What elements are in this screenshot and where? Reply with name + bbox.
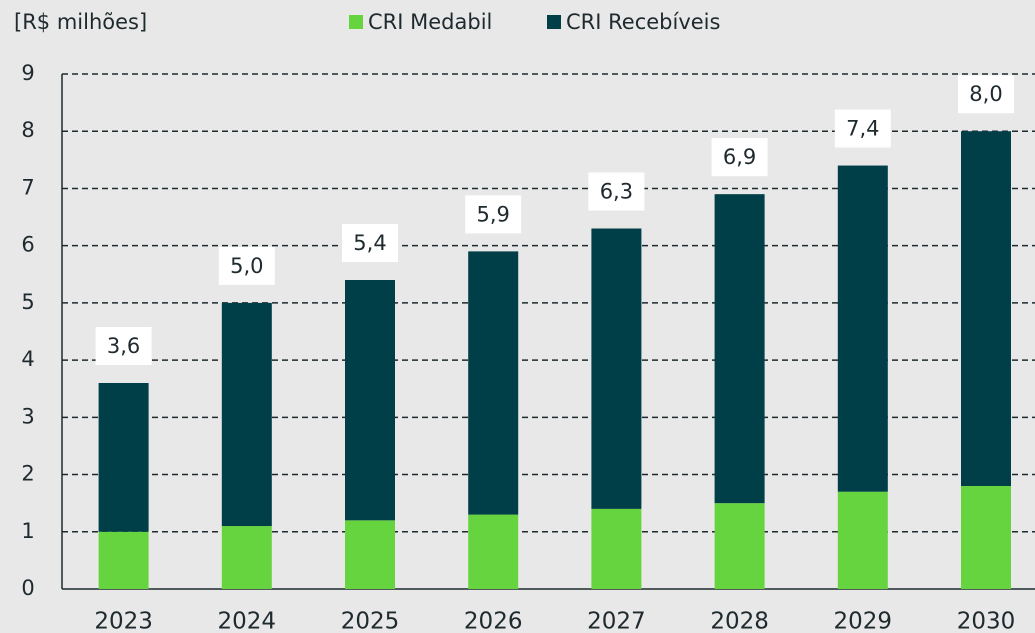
y-tick-label: 5 <box>21 290 34 314</box>
total-label: 3,6 <box>107 334 140 358</box>
total-label-box <box>711 138 768 177</box>
bar-segment <box>591 228 642 509</box>
y-tick-label: 3 <box>21 404 34 428</box>
total-label-box <box>588 172 645 211</box>
bar-segment <box>345 280 395 521</box>
x-tick-label: 2028 <box>710 609 769 633</box>
y-tick-label: 7 <box>21 175 34 199</box>
legend-label: CRI Medabil <box>368 10 492 34</box>
total-label: 7,4 <box>846 117 879 141</box>
bar-segment <box>961 131 1011 486</box>
total-label-box <box>218 246 275 285</box>
x-tick-label: 2029 <box>834 609 893 633</box>
x-tick-label: 2024 <box>218 609 277 633</box>
y-tick-label: 9 <box>21 61 34 85</box>
unit-label: [R$ milhões] <box>14 10 147 34</box>
total-label-box <box>958 75 1014 114</box>
total-label-box <box>95 327 152 365</box>
bar-segment <box>837 165 888 492</box>
y-tick-label: 8 <box>21 118 34 142</box>
bar-segment <box>468 251 519 515</box>
total-label: 6,3 <box>600 180 633 204</box>
bar-segment <box>961 486 1011 589</box>
legend-swatch <box>349 15 363 29</box>
total-label: 5,9 <box>476 202 509 226</box>
total-label: 5,0 <box>230 254 263 278</box>
bar-segment <box>221 526 272 589</box>
x-tick-label: 2026 <box>464 609 523 633</box>
bar-segment <box>468 514 519 589</box>
total-label-box <box>342 224 398 262</box>
y-tick-label: 1 <box>21 519 34 543</box>
bar-segment <box>714 503 765 589</box>
y-tick-label: 0 <box>21 576 34 600</box>
bar-segment <box>591 508 642 589</box>
bar-segment <box>98 531 149 589</box>
bar-segment <box>837 491 888 589</box>
y-tick-label: 2 <box>21 462 34 486</box>
x-tick-label: 2030 <box>957 609 1016 633</box>
y-tick-label: 6 <box>21 233 34 257</box>
bar-segment <box>714 194 765 504</box>
y-tick-label: 4 <box>21 347 34 371</box>
total-label: 6,9 <box>723 145 756 169</box>
total-label-box <box>834 109 891 148</box>
bar-segment <box>345 520 395 589</box>
bar-segment <box>221 302 272 527</box>
x-tick-label: 2025 <box>341 609 400 633</box>
legend-label: CRI Recebíveis <box>566 10 720 34</box>
total-label: 5,4 <box>353 231 386 255</box>
total-label-box <box>465 195 522 234</box>
x-tick-label: 2023 <box>94 609 153 633</box>
total-label: 8,0 <box>969 82 1002 106</box>
bar-segment <box>98 383 149 532</box>
x-tick-label: 2027 <box>587 609 646 633</box>
legend-swatch <box>547 15 561 29</box>
